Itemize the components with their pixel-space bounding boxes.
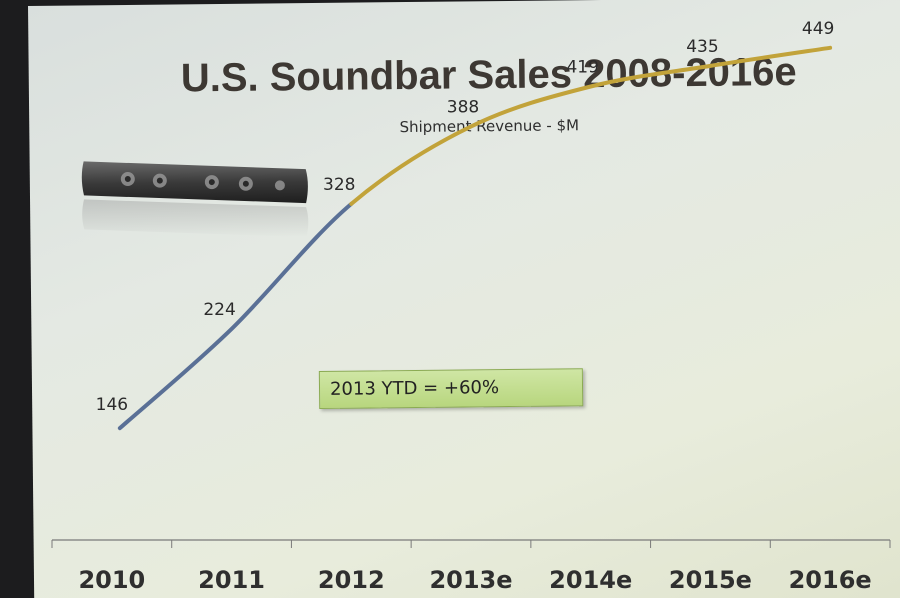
data-label: 435 [686,37,718,57]
x-tick-label: 2016e [789,566,872,594]
data-label: 449 [802,19,834,39]
soundbar-product-image [81,161,309,238]
data-label: 146 [96,395,128,415]
x-tick-label: 2015e [669,566,752,594]
x-tick-label: 2010 [78,566,145,594]
series-line-actual [117,201,354,431]
data-label: 328 [323,175,355,195]
series-line-estimate [349,45,833,206]
data-label: 388 [447,97,479,117]
x-tick-label: 2011 [198,566,265,594]
data-label: 419 [566,57,598,77]
x-tick-label: 2012 [318,566,385,594]
data-label: 224 [203,300,235,320]
x-tick-label: 2013e [429,566,512,594]
x-tick-label: 2014e [549,566,632,594]
presentation-slide: U.S. Soundbar Sales 2008-2016e Shipment … [28,0,900,598]
